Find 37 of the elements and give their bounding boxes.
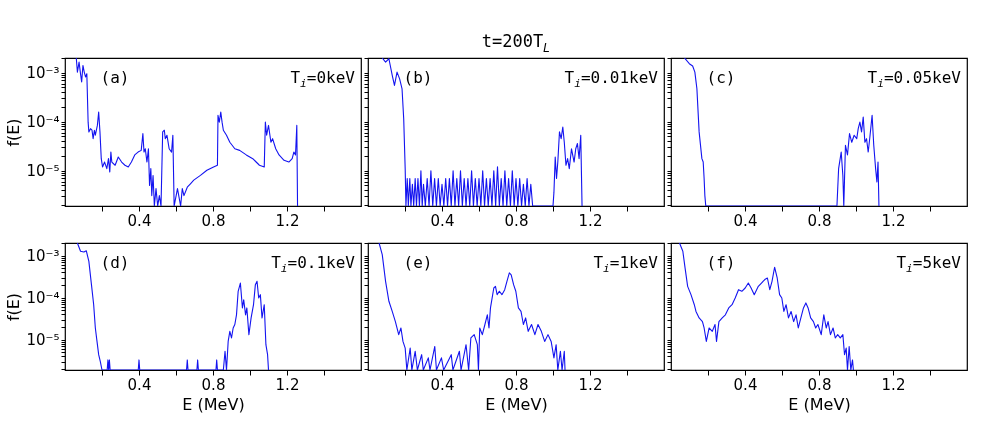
x-tick-label: 0.4 [430, 211, 455, 230]
annotation: (e) [403, 253, 433, 272]
annotation: (c) [706, 68, 736, 87]
x-tick-label: 1.2 [275, 375, 300, 394]
x-tick-label: 0.4 [733, 211, 758, 230]
x-axis-title: E (MeV) [182, 394, 245, 414]
x-tick-label: 0.8 [504, 211, 529, 230]
x-tick-label: 1.2 [881, 375, 906, 394]
annotation: (d) [100, 253, 130, 272]
x-tick-label: 0.8 [504, 375, 529, 394]
y-axis-title: f(E) [4, 118, 24, 147]
annotation: (a) [100, 68, 130, 87]
x-tick-label: 0.8 [807, 211, 832, 230]
x-tick-label: 0.8 [201, 211, 226, 230]
y-tick-label: 10⁻⁴ [26, 113, 60, 132]
x-tick-label: 0.8 [201, 375, 226, 394]
x-tick-label: 1.2 [578, 211, 603, 230]
annotation: (f) [706, 253, 736, 272]
x-tick-label: 0.4 [430, 375, 455, 394]
y-tick-label: 10⁻⁵ [26, 162, 60, 181]
x-axis-title: E (MeV) [485, 394, 548, 414]
annotation: (b) [403, 68, 433, 87]
x-tick-label: 0.4 [127, 211, 152, 230]
y-axis-title: f(E) [4, 292, 24, 322]
y-tick-label: 10⁻⁴ [26, 289, 60, 308]
x-tick-label: 0.4 [127, 375, 152, 394]
x-tick-label: 0.8 [807, 375, 832, 394]
x-tick-label: 1.2 [275, 211, 300, 230]
x-tick-label: 1.2 [881, 211, 906, 230]
line-series [76, 243, 270, 370]
x-tick-label: 0.4 [733, 375, 758, 394]
x-tick-label: 1.2 [578, 375, 603, 394]
y-tick-label: 10⁻³ [26, 247, 60, 266]
y-tick-label: 10⁻⁵ [26, 331, 60, 350]
x-axis-title: E (MeV) [788, 394, 851, 414]
y-tick-label: 10⁻³ [26, 64, 60, 83]
line-series [75, 58, 299, 206]
